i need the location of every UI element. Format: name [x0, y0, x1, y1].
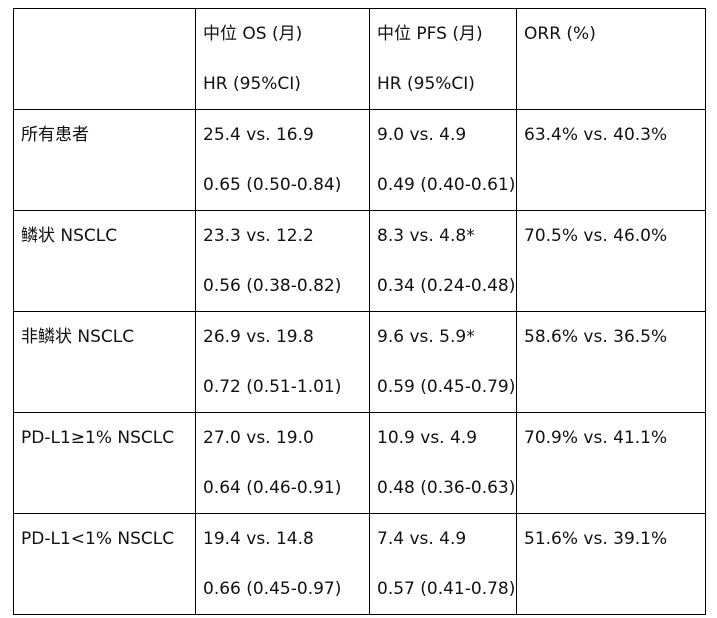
- table-row: 所有患者 25.4 vs. 16.9 0.65 (0.50-0.84) 9.0 …: [13, 109, 706, 211]
- row-label-cell: 非鳞状 NSCLC: [13, 311, 196, 413]
- table-row: PD-L1≥1% NSCLC 27.0 vs. 19.0 0.64 (0.46-…: [13, 412, 706, 514]
- pfs-cell: 7.4 vs. 4.9 0.57 (0.41-0.78): [369, 513, 517, 615]
- pfs-cell: 9.0 vs. 4.9 0.49 (0.40-0.61): [369, 109, 517, 211]
- orr-value: 70.5% vs. 46.0%: [524, 226, 668, 246]
- header-orr-title: ORR (%): [524, 24, 596, 44]
- os-cell: 27.0 vs. 19.0 0.64 (0.46-0.91): [195, 412, 370, 514]
- pfs-hr: 0.34 (0.24-0.48): [377, 276, 516, 296]
- pfs-hr: 0.57 (0.41-0.78): [377, 579, 516, 599]
- pfs-median: 9.6 vs. 5.9*: [377, 327, 475, 347]
- orr-cell: 70.5% vs. 46.0%: [516, 210, 706, 312]
- row-label: PD-L1<1% NSCLC: [21, 529, 175, 549]
- header-corner-cell: [13, 8, 196, 110]
- orr-cell: 70.9% vs. 41.1%: [516, 412, 706, 514]
- orr-value: 70.9% vs. 41.1%: [524, 428, 668, 448]
- orr-value: 63.4% vs. 40.3%: [524, 125, 668, 145]
- table-header-row: 中位 OS (月) HR (95%CI) 中位 PFS (月) HR (95%C…: [13, 8, 706, 110]
- pfs-cell: 10.9 vs. 4.9 0.48 (0.36-0.63): [369, 412, 517, 514]
- row-label-cell: PD-L1≥1% NSCLC: [13, 412, 196, 514]
- pfs-median: 7.4 vs. 4.9: [377, 529, 467, 549]
- pfs-median: 10.9 vs. 4.9: [377, 428, 478, 448]
- pfs-cell: 9.6 vs. 5.9* 0.59 (0.45-0.79): [369, 311, 517, 413]
- header-os-title: 中位 OS (月): [203, 24, 303, 44]
- os-hr: 0.72 (0.51-1.01): [203, 377, 342, 397]
- os-cell: 26.9 vs. 19.8 0.72 (0.51-1.01): [195, 311, 370, 413]
- pfs-median: 9.0 vs. 4.9: [377, 125, 467, 145]
- header-pfs-cell: 中位 PFS (月) HR (95%CI): [369, 8, 517, 110]
- pfs-median: 8.3 vs. 4.8*: [377, 226, 475, 246]
- results-table: 中位 OS (月) HR (95%CI) 中位 PFS (月) HR (95%C…: [13, 8, 706, 615]
- os-median: 25.4 vs. 16.9: [203, 125, 314, 145]
- os-median: 26.9 vs. 19.8: [203, 327, 314, 347]
- row-label-cell: 所有患者: [13, 109, 196, 211]
- orr-value: 58.6% vs. 36.5%: [524, 327, 668, 347]
- pfs-hr: 0.49 (0.40-0.61): [377, 175, 516, 195]
- row-label: PD-L1≥1% NSCLC: [21, 428, 175, 448]
- row-label: 鳞状 NSCLC: [21, 226, 118, 246]
- orr-cell: 51.6% vs. 39.1%: [516, 513, 706, 615]
- results-table-container: 中位 OS (月) HR (95%CI) 中位 PFS (月) HR (95%C…: [13, 8, 706, 615]
- orr-cell: 63.4% vs. 40.3%: [516, 109, 706, 211]
- pfs-hr: 0.48 (0.36-0.63): [377, 478, 516, 498]
- header-os-cell: 中位 OS (月) HR (95%CI): [195, 8, 370, 110]
- os-median: 23.3 vs. 12.2: [203, 226, 314, 246]
- row-label: 非鳞状 NSCLC: [21, 327, 135, 347]
- orr-value: 51.6% vs. 39.1%: [524, 529, 668, 549]
- header-pfs-title: 中位 PFS (月): [377, 24, 483, 44]
- row-label: 所有患者: [21, 125, 89, 145]
- header-pfs-hr: HR (95%CI): [377, 74, 475, 94]
- os-median: 19.4 vs. 14.8: [203, 529, 314, 549]
- table-row: PD-L1<1% NSCLC 19.4 vs. 14.8 0.66 (0.45-…: [13, 513, 706, 615]
- table-row: 非鳞状 NSCLC 26.9 vs. 19.8 0.72 (0.51-1.01)…: [13, 311, 706, 413]
- os-hr: 0.65 (0.50-0.84): [203, 175, 342, 195]
- row-label-cell: PD-L1<1% NSCLC: [13, 513, 196, 615]
- header-corner-text: [21, 10, 195, 60]
- os-hr: 0.56 (0.38-0.82): [203, 276, 342, 296]
- os-cell: 25.4 vs. 16.9 0.65 (0.50-0.84): [195, 109, 370, 211]
- os-hr: 0.66 (0.45-0.97): [203, 579, 342, 599]
- os-cell: 23.3 vs. 12.2 0.56 (0.38-0.82): [195, 210, 370, 312]
- orr-cell: 58.6% vs. 36.5%: [516, 311, 706, 413]
- header-os-hr: HR (95%CI): [203, 74, 301, 94]
- os-hr: 0.64 (0.46-0.91): [203, 478, 342, 498]
- os-median: 27.0 vs. 19.0: [203, 428, 314, 448]
- row-label-cell: 鳞状 NSCLC: [13, 210, 196, 312]
- pfs-hr: 0.59 (0.45-0.79): [377, 377, 516, 397]
- os-cell: 19.4 vs. 14.8 0.66 (0.45-0.97): [195, 513, 370, 615]
- header-orr-cell: ORR (%): [516, 8, 706, 110]
- pfs-cell: 8.3 vs. 4.8* 0.34 (0.24-0.48): [369, 210, 517, 312]
- table-row: 鳞状 NSCLC 23.3 vs. 12.2 0.56 (0.38-0.82) …: [13, 210, 706, 312]
